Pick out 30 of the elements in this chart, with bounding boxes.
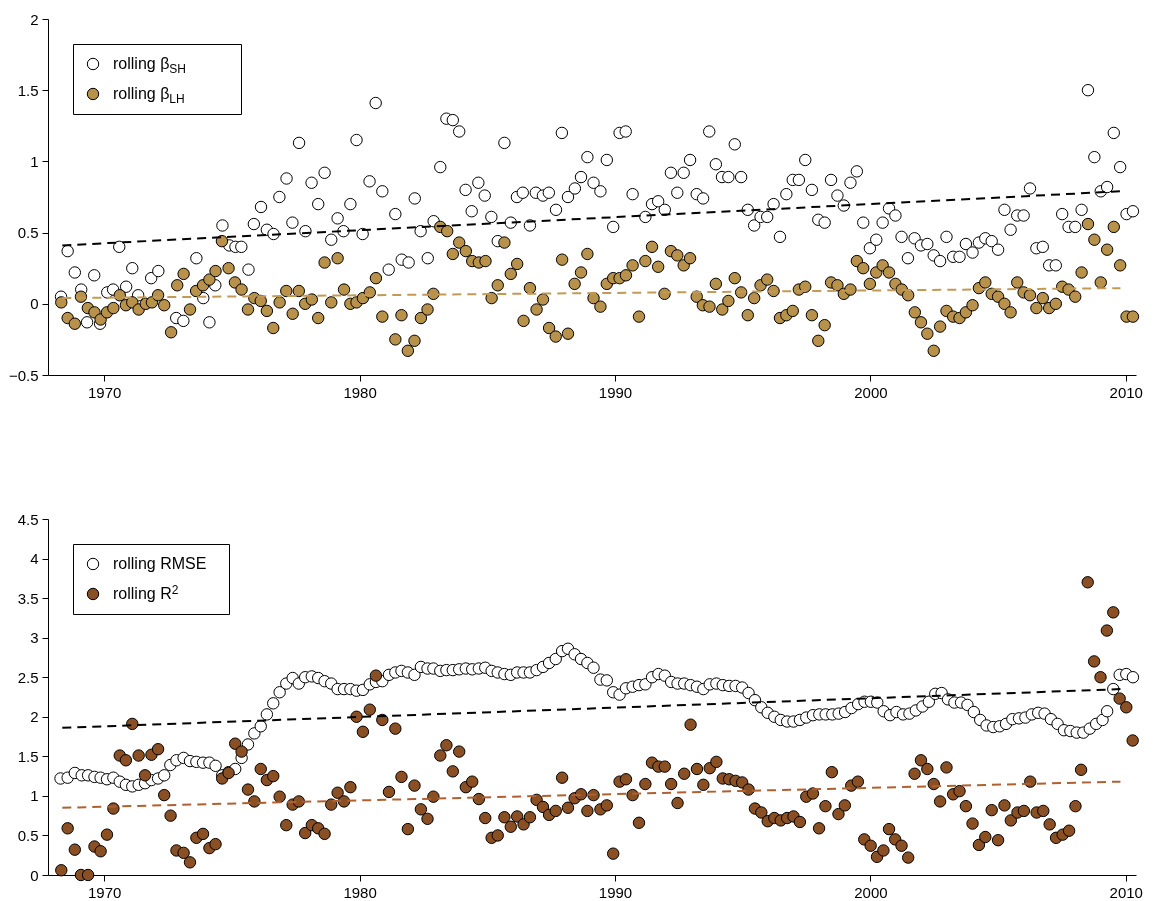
legend-label: rolling β$_{LH}$ xyxy=(113,85,185,106)
x-tick-label: 1980 xyxy=(343,383,377,401)
legend-label: rolling R$^{2}$ xyxy=(113,583,179,602)
x-tick-label: 1990 xyxy=(598,383,633,401)
y-tick-label: 1 xyxy=(30,787,39,805)
legend-label: rolling RMSE xyxy=(113,555,207,572)
y-tick-label: 0 xyxy=(30,295,39,313)
y-tick-label: 3.5 xyxy=(17,589,39,607)
x-tick-label: 2010 xyxy=(1109,883,1143,901)
y-tick-label: 4 xyxy=(30,550,39,568)
x-tick-label: 1990 xyxy=(598,883,633,901)
x-tick-label: 2000 xyxy=(854,883,888,901)
y-tick-label: 1.5 xyxy=(17,747,39,765)
y-tick-label: 0.5 xyxy=(17,224,39,242)
y-tick-label: 3 xyxy=(30,629,39,647)
y-tick-label: 2 xyxy=(30,708,39,726)
y-tick-label: 1 xyxy=(30,152,39,170)
x-tick-label: 2000 xyxy=(854,383,888,401)
x-tick-label: 2010 xyxy=(1109,383,1143,401)
y-tick-label: 0 xyxy=(30,866,39,884)
x-tick-label: 1970 xyxy=(88,383,122,401)
y-tick-label: 2 xyxy=(30,10,39,28)
y-tick-label: −0.5 xyxy=(8,366,39,384)
x-tick-label: 1970 xyxy=(88,883,122,901)
y-tick-label: 2.5 xyxy=(17,668,39,686)
y-tick-label: 0.5 xyxy=(17,826,39,844)
y-tick-label: 4.5 xyxy=(17,510,39,528)
legend-label: rolling β$_{SH}$ xyxy=(113,55,187,76)
y-tick-label: 1.5 xyxy=(17,81,39,99)
x-tick-label: 1980 xyxy=(343,883,377,901)
